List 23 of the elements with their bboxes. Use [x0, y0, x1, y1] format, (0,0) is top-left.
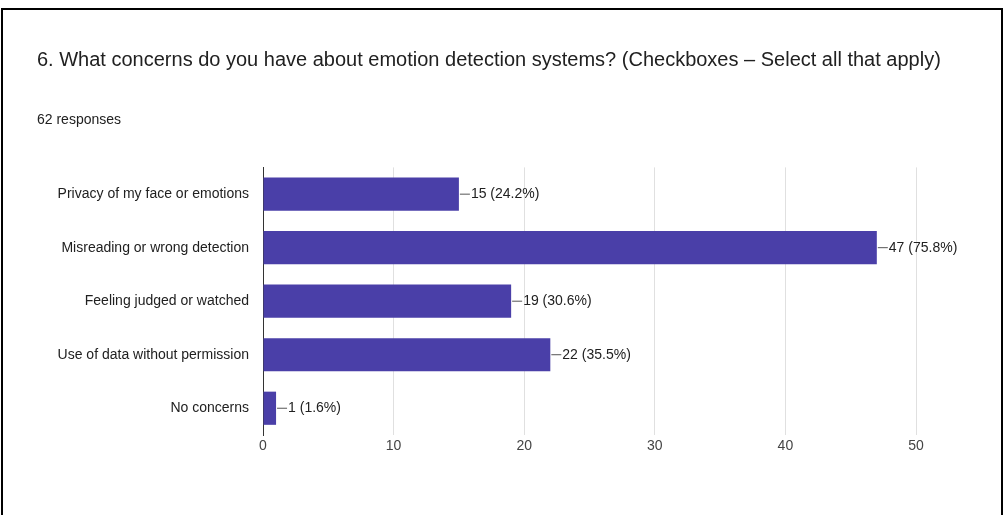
- y-tick-label: Use of data without permission: [57, 345, 249, 362]
- bar: [263, 231, 877, 265]
- y-tick-label: Misreading or wrong detection: [61, 238, 249, 255]
- x-tick-label: 10: [385, 437, 402, 454]
- data-label: 22 (35.5%): [562, 345, 631, 362]
- text: 62 responses: [37, 111, 122, 127]
- bar: [263, 284, 512, 318]
- data-label: 1 (1.6%): [288, 399, 341, 416]
- x-tick-label: 40: [777, 437, 794, 454]
- data-label: 15 (24.2%): [470, 185, 540, 202]
- data-label: 47 (75.8%): [888, 238, 958, 255]
- y-tick-label: No concerns: [170, 399, 249, 416]
- bar: [263, 177, 459, 211]
- x-tick-label: 0: [259, 437, 268, 454]
- bar: [263, 391, 277, 425]
- bar: [263, 338, 551, 372]
- x-tick-label: 50: [908, 437, 924, 454]
- x-tick-label: 20: [516, 437, 533, 454]
- chart-title: 6. What concerns do you have about emotion detection systems? (Checkboxes – Select all that apply): [37, 47, 942, 72]
- y-tick-label: Feeling judged or watched: [84, 292, 249, 309]
- data-label: 19 (30.6%): [523, 292, 592, 309]
- y-tick-label: Privacy of my face or emotions: [57, 185, 249, 202]
- x-tick-label: 30: [647, 437, 663, 454]
